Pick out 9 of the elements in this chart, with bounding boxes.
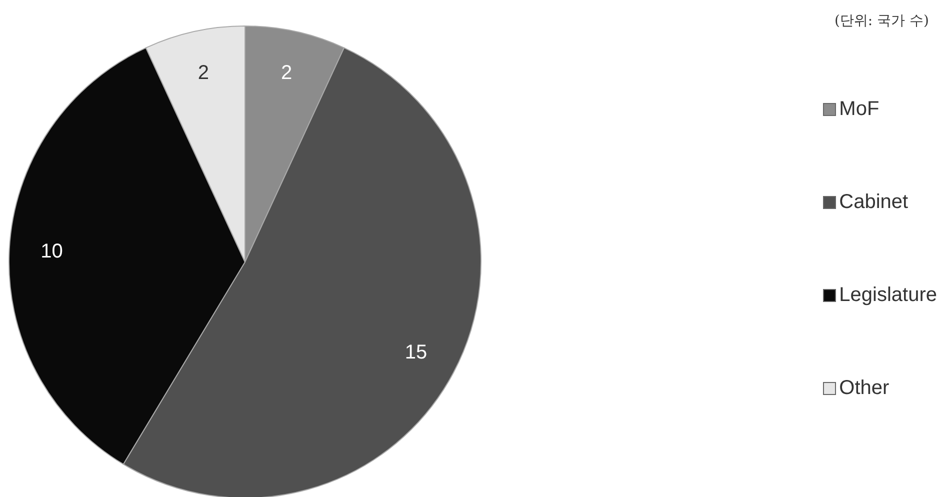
legend-label: Legislature	[839, 284, 937, 306]
data-label: 2	[281, 62, 292, 84]
data-label: 10	[40, 240, 63, 263]
data-label: 2	[198, 62, 209, 84]
legend-label: Cabinet	[839, 190, 908, 214]
data-label: 15	[404, 342, 428, 364]
text: (단위: 국가 수)	[834, 12, 929, 30]
legend-label: Other	[839, 376, 890, 400]
legend-label: MoF	[839, 98, 880, 120]
